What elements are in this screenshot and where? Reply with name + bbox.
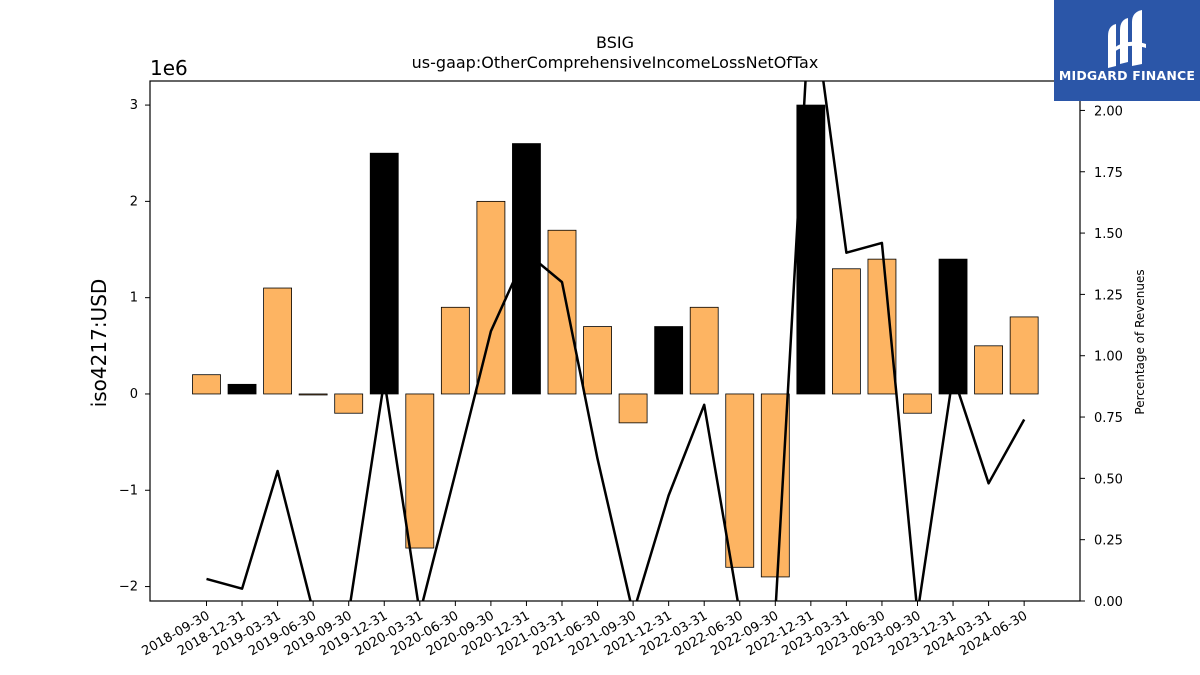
- chart-title: BSIG: [596, 33, 634, 52]
- company-logo: MIDGARD FINANCE: [1054, 0, 1200, 101]
- bar: [512, 143, 541, 395]
- bar: [298, 393, 328, 396]
- bar: [192, 374, 221, 395]
- bar: [440, 306, 470, 395]
- bar: [405, 393, 435, 549]
- bar: [583, 326, 612, 395]
- bar: [867, 258, 897, 395]
- y-tick-label-right: 0.25: [1094, 534, 1123, 549]
- bar: [725, 393, 755, 568]
- y-axis-label-right: Percentage of Revenues: [1133, 269, 1147, 414]
- bar: [369, 152, 399, 395]
- bar: [903, 393, 932, 414]
- y-tick-label-right: 0.00: [1094, 595, 1123, 610]
- chart-subtitle: us-gaap:OtherComprehensiveIncomeLossNetO…: [412, 53, 819, 72]
- y-offset-label: 1e6: [150, 56, 188, 80]
- y-tick-label-right: 0.75: [1094, 411, 1123, 426]
- y-tick-label-right: 0.50: [1094, 472, 1123, 487]
- y-tick-label-right: 1.00: [1094, 350, 1123, 365]
- series-line: [206, 81, 1026, 601]
- bar: [689, 306, 719, 395]
- bar: [618, 393, 648, 424]
- y-tick-label-right: 1.75: [1094, 166, 1123, 181]
- y-tick-label-right: 1.25: [1094, 288, 1123, 303]
- plot-frame: [149, 80, 1081, 602]
- bar: [263, 287, 293, 395]
- bar: [760, 393, 790, 578]
- bar: [974, 345, 1003, 395]
- midgard-logo-icon: [1108, 10, 1146, 68]
- logo-text: MIDGARD FINANCE: [1058, 68, 1196, 83]
- bar: [1009, 316, 1039, 395]
- bar: [476, 200, 506, 395]
- y-tick-label-right: 2.00: [1094, 104, 1123, 119]
- bar: [547, 229, 577, 395]
- y-axis-label: iso4217:USD: [87, 279, 111, 408]
- y-tick-label-right: 1.50: [1094, 227, 1123, 242]
- y-tick-label: 3: [130, 98, 138, 113]
- y-tick-label: 2: [130, 194, 138, 209]
- bar: [227, 383, 257, 395]
- bar: [654, 326, 684, 395]
- y-tick-label: 1: [130, 291, 138, 306]
- y-tick-label: −1: [119, 483, 138, 498]
- bar: [334, 393, 364, 414]
- bar: [938, 258, 968, 395]
- y-tick-label: −2: [119, 580, 138, 595]
- y-tick-label: 0: [130, 387, 138, 402]
- bar: [832, 268, 861, 395]
